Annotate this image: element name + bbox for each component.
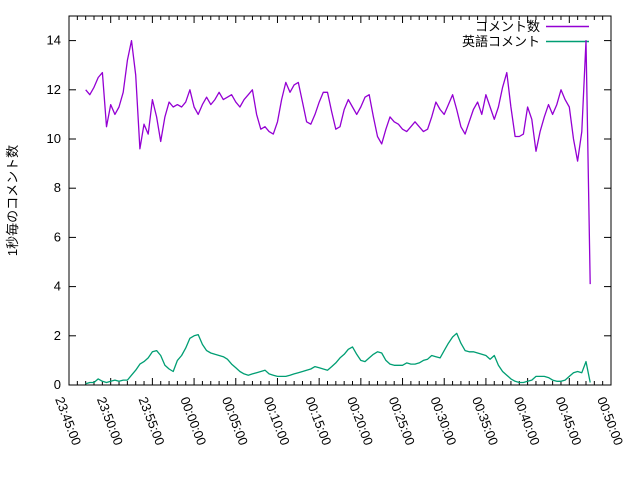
x-tick-label: 00:50:00 xyxy=(594,395,626,448)
x-tick-label: 23:55:00 xyxy=(136,395,168,448)
x-tick-label: 00:45:00 xyxy=(553,395,585,448)
series-line-0 xyxy=(85,39,591,285)
x-tick-label: 00:20:00 xyxy=(344,395,376,448)
x-tick-label: 00:25:00 xyxy=(386,395,418,448)
x-tick-label: 23:45:00 xyxy=(52,395,84,448)
x-tick-label: 00:35:00 xyxy=(469,395,501,448)
y-tick-label: 2 xyxy=(54,328,61,343)
y-tick-label: 10 xyxy=(47,131,61,146)
y-tick-label: 8 xyxy=(54,180,61,195)
x-tick-label: 00:00:00 xyxy=(177,395,209,448)
x-tick-label: 00:05:00 xyxy=(219,395,251,448)
plot-border xyxy=(68,15,612,386)
legend-label-1: 英語コメント xyxy=(462,34,540,49)
series-line-1 xyxy=(85,332,591,385)
y-tick-label: 14 xyxy=(47,33,61,48)
y-tick-label: 0 xyxy=(54,377,61,392)
y-tick-label: 4 xyxy=(54,279,61,294)
x-tick-label: 00:15:00 xyxy=(302,395,334,448)
y-tick-label: 12 xyxy=(47,82,61,97)
y-tick-label: 6 xyxy=(54,229,61,244)
x-tick-label: 23:50:00 xyxy=(94,395,126,448)
x-tick-label: 00:40:00 xyxy=(511,395,543,448)
legend-label-0: コメント数 xyxy=(475,19,540,34)
y-axis-label: 1秒毎のコメント数 xyxy=(5,145,20,256)
x-tick-label: 00:30:00 xyxy=(427,395,459,448)
x-tick-label: 00:10:00 xyxy=(261,395,293,448)
